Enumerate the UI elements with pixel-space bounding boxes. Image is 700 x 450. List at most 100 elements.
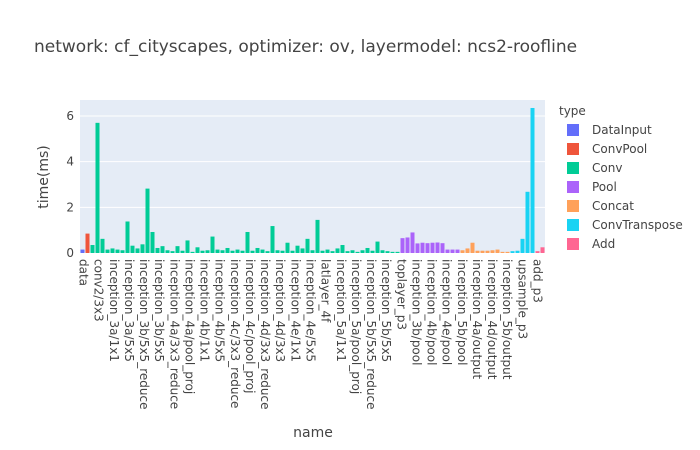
bar[interactable] [190, 251, 195, 253]
legend-item[interactable]: ConvPool [567, 142, 647, 156]
bar[interactable] [185, 240, 190, 253]
bar[interactable] [415, 243, 420, 253]
legend-item[interactable]: ConvTranspose [567, 218, 683, 232]
bar[interactable] [230, 250, 235, 253]
bar[interactable] [235, 249, 240, 253]
bar[interactable] [145, 188, 150, 253]
bar[interactable] [195, 247, 200, 253]
bar[interactable] [490, 250, 495, 253]
bar[interactable] [290, 250, 295, 253]
bar[interactable] [180, 250, 185, 253]
bar[interactable] [90, 245, 95, 253]
bar[interactable] [330, 251, 335, 253]
bar[interactable] [510, 251, 515, 253]
bar[interactable] [410, 232, 415, 253]
bar[interactable] [380, 250, 385, 253]
bar[interactable] [475, 250, 480, 253]
bar[interactable] [115, 249, 120, 253]
bar[interactable] [315, 219, 320, 253]
bar[interactable] [505, 251, 510, 253]
bar[interactable] [205, 250, 210, 253]
bar[interactable] [95, 122, 100, 253]
bar[interactable] [275, 250, 280, 253]
bar[interactable] [465, 248, 470, 253]
bar[interactable] [395, 251, 400, 253]
bar[interactable] [265, 251, 270, 253]
bar[interactable] [515, 250, 520, 253]
bar[interactable] [400, 238, 405, 253]
bar[interactable] [520, 238, 525, 253]
bar[interactable] [300, 248, 305, 253]
bar[interactable] [405, 237, 410, 253]
bar[interactable] [270, 226, 275, 253]
bar[interactable] [320, 250, 325, 253]
legend-item[interactable]: Add [567, 237, 615, 251]
bar[interactable] [285, 242, 290, 253]
legend-item[interactable]: Pool [567, 180, 617, 194]
bar[interactable] [470, 242, 475, 253]
bar[interactable] [340, 245, 345, 253]
bar[interactable] [210, 236, 215, 253]
bar[interactable] [245, 231, 250, 253]
bar[interactable] [420, 242, 425, 253]
bar[interactable] [110, 248, 115, 253]
bar[interactable] [535, 251, 540, 253]
bar[interactable] [155, 247, 160, 253]
bar[interactable] [385, 251, 390, 253]
bar[interactable] [460, 250, 465, 253]
bar[interactable] [295, 245, 300, 253]
bar[interactable] [335, 248, 340, 253]
bar[interactable] [175, 246, 180, 253]
bar[interactable] [450, 249, 455, 253]
bar[interactable] [150, 231, 155, 253]
bar[interactable] [260, 249, 265, 253]
bar[interactable] [135, 248, 140, 253]
bar[interactable] [525, 191, 530, 253]
bar[interactable] [500, 251, 505, 253]
bar[interactable] [480, 250, 485, 253]
bar[interactable] [225, 247, 230, 253]
bar[interactable] [445, 249, 450, 253]
bar[interactable] [255, 247, 260, 253]
bar[interactable] [220, 250, 225, 253]
bar[interactable] [345, 251, 350, 253]
bar[interactable] [435, 242, 440, 254]
bar[interactable] [390, 251, 395, 253]
bar[interactable] [200, 250, 205, 253]
bar[interactable] [425, 243, 430, 253]
bar[interactable] [170, 251, 175, 253]
bar[interactable] [305, 238, 310, 253]
bar[interactable] [370, 250, 375, 253]
bar[interactable] [160, 246, 165, 253]
bar[interactable] [130, 245, 135, 253]
bar[interactable] [375, 241, 380, 253]
bar[interactable] [440, 243, 445, 253]
bar[interactable] [355, 251, 360, 253]
bar[interactable] [325, 249, 330, 253]
bar[interactable] [530, 107, 535, 254]
bar[interactable] [430, 242, 435, 253]
bar[interactable] [105, 249, 110, 253]
bar[interactable] [365, 247, 370, 253]
legend-item[interactable]: Concat [567, 199, 634, 213]
bar[interactable] [80, 249, 85, 253]
bar[interactable] [485, 250, 490, 253]
bar[interactable] [280, 250, 285, 253]
bar[interactable] [350, 250, 355, 253]
bar[interactable] [85, 233, 90, 253]
bar[interactable] [125, 221, 130, 253]
legend-item[interactable]: DataInput [567, 123, 652, 137]
legend-item[interactable]: Conv [567, 161, 622, 175]
bar[interactable] [495, 249, 500, 253]
bar[interactable] [310, 250, 315, 253]
bar[interactable] [140, 244, 145, 253]
bar[interactable] [100, 238, 105, 253]
bar[interactable] [540, 247, 545, 253]
bar[interactable] [360, 250, 365, 253]
bar[interactable] [455, 249, 460, 253]
bar[interactable] [240, 250, 245, 253]
legend[interactable]: DataInputConvPoolConvPoolConcatConvTrans… [567, 123, 683, 251]
bar[interactable] [120, 250, 125, 253]
bar[interactable] [165, 250, 170, 253]
bar[interactable] [250, 250, 255, 253]
